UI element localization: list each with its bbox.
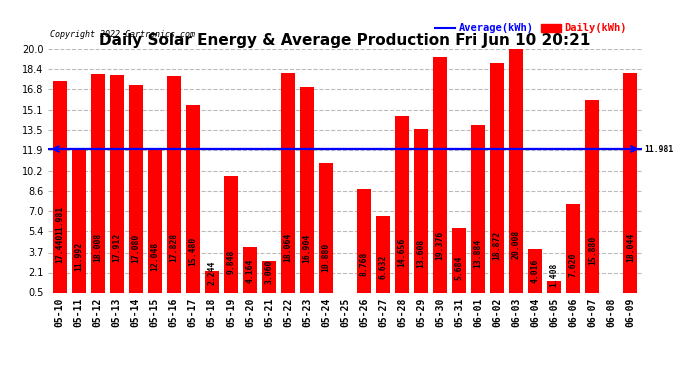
Text: 1.408: 1.408 [550,262,559,286]
Text: 15.480: 15.480 [188,236,197,266]
Bar [319,163,333,299]
Legend: Average(kWh), Daily(kWh): Average(kWh), Daily(kWh) [431,20,631,37]
Bar [357,189,371,299]
Text: Copyright 2022 Cartronics.com: Copyright 2022 Cartronics.com [50,30,195,39]
Text: 18.008: 18.008 [93,232,102,262]
Bar [281,73,295,299]
Bar [376,216,390,299]
Bar [205,271,219,299]
Bar [224,176,238,299]
Text: 11.981: 11.981 [55,206,64,236]
Text: 18.044: 18.044 [626,232,635,262]
Text: 7.620: 7.620 [569,253,578,278]
Bar [148,148,162,299]
Text: 15.880: 15.880 [588,236,597,265]
Text: 17.080: 17.080 [131,234,140,263]
Bar [72,149,86,299]
Text: 19.376: 19.376 [435,230,444,260]
Bar [433,57,447,299]
Bar [452,228,466,299]
Bar [623,73,638,299]
Bar [471,125,485,299]
Text: 14.656: 14.656 [397,237,406,267]
Text: 17.828: 17.828 [169,233,178,262]
Text: 2.244: 2.244 [208,261,217,285]
Bar [509,49,523,299]
Text: 4.016: 4.016 [531,258,540,283]
Text: 6.632: 6.632 [379,254,388,279]
Bar [262,261,276,299]
Title: Daily Solar Energy & Average Production Fri Jun 10 20:21: Daily Solar Energy & Average Production … [99,33,591,48]
Text: 18.064: 18.064 [284,232,293,262]
Bar [128,85,143,299]
Text: 17.912: 17.912 [112,232,121,262]
Bar [547,281,562,299]
Bar [243,247,257,299]
Bar [528,249,542,299]
Text: 18.872: 18.872 [493,231,502,261]
Text: 3.060: 3.060 [264,260,273,284]
Text: 11.992: 11.992 [75,242,83,271]
Bar [585,100,600,299]
Bar [52,81,67,299]
Bar [566,204,580,299]
Text: 10.880: 10.880 [322,243,331,272]
Text: 8.768: 8.768 [359,251,368,276]
Bar [414,129,428,299]
Text: 5.684: 5.684 [455,256,464,280]
Text: 17.440: 17.440 [55,233,64,262]
Text: 9.848: 9.848 [226,250,235,274]
Text: 12.048: 12.048 [150,242,159,271]
Text: 20.008: 20.008 [512,230,521,259]
Text: 16.904: 16.904 [302,234,311,263]
Bar [167,76,181,299]
Text: 13.608: 13.608 [417,239,426,268]
Bar [490,63,504,299]
Bar [186,105,200,299]
Bar [300,87,314,299]
Bar [110,75,124,299]
Text: 13.884: 13.884 [473,238,482,268]
Text: 4.164: 4.164 [246,258,255,282]
Bar [90,74,105,299]
Bar [395,116,409,299]
